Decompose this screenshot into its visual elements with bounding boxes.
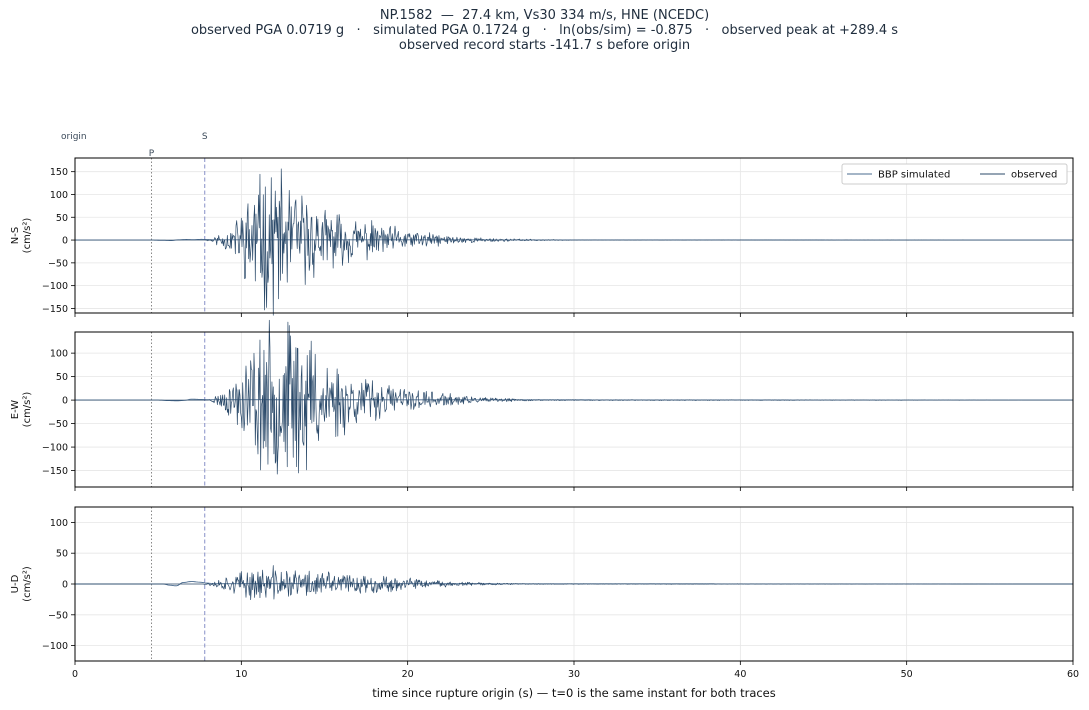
y-axis-unit: (cm/s²) — [22, 566, 33, 602]
y-tick-label: 50 — [56, 549, 68, 560]
y-axis-label: N-S — [10, 227, 21, 244]
y-axis-unit: (cm/s²) — [22, 218, 33, 254]
y-tick-label: 100 — [50, 190, 68, 201]
y-tick-label: −50 — [48, 610, 68, 621]
legend — [841, 163, 1068, 185]
y-tick-label: 50 — [56, 213, 68, 224]
x-tick-label: 10 — [235, 669, 247, 680]
y-axis-label: U-D — [10, 574, 21, 593]
legend-label-observed: observed — [1011, 170, 1057, 181]
y-tick-label: −150 — [42, 466, 68, 477]
legend-label-simulated: BBP simulated — [878, 170, 950, 181]
y-tick-label: 100 — [50, 349, 68, 360]
y-tick-label: 0 — [62, 396, 68, 407]
y-tick-label: 150 — [50, 167, 68, 178]
y-tick-label: 0 — [62, 580, 68, 591]
title-line-1: NP.1582 — 27.4 km, Vs30 334 m/s, HNE (NC… — [379, 8, 710, 23]
panel-n-s — [71, 157, 1074, 317]
x-axis-label: time since rupture origin (s) — t=0 is t… — [372, 686, 776, 700]
title-line-2: observed PGA 0.0719 g · simulated PGA 0.… — [190, 23, 899, 38]
y-tick-label: −50 — [48, 258, 68, 269]
legend-box — [841, 163, 1068, 185]
title-line-3: observed record starts -141.7 s before o… — [398, 38, 691, 53]
y-tick-label: −100 — [42, 443, 68, 454]
y-axis-label: E-W — [10, 400, 21, 420]
panel-e-w — [71, 319, 1074, 491]
panel-u-d — [71, 506, 1074, 665]
x-tick-label: 20 — [402, 669, 414, 680]
observed-trace — [75, 319, 1073, 475]
observed-trace — [75, 168, 1073, 316]
origin-label: origin — [61, 132, 87, 142]
x-tick-label: 50 — [901, 669, 913, 680]
y-tick-label: 0 — [62, 236, 68, 247]
y-tick-label: −50 — [48, 419, 68, 430]
p-wave-label: P — [149, 149, 155, 159]
y-tick-label: 50 — [56, 372, 68, 383]
s-wave-label: S — [202, 132, 208, 142]
x-tick-label: 0 — [72, 669, 78, 680]
observed-trace — [75, 565, 1073, 601]
chart-title: NP.1582 — 27.4 km, Vs30 334 m/s, HNE (NC… — [0, 8, 1089, 53]
x-tick-label: 30 — [568, 669, 580, 680]
y-tick-label: −150 — [42, 304, 68, 315]
y-tick-label: 100 — [50, 518, 68, 529]
x-tick-label: 40 — [734, 669, 746, 680]
y-axis-unit: (cm/s²) — [22, 392, 33, 428]
x-tick-label: 60 — [1067, 669, 1079, 680]
y-tick-label: −100 — [42, 281, 68, 292]
y-tick-label: −100 — [42, 641, 68, 652]
